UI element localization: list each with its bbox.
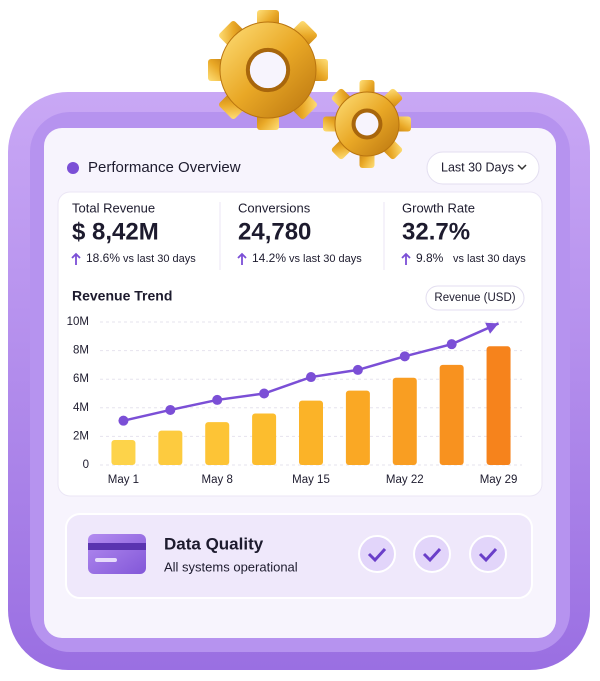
bar — [299, 400, 323, 465]
y-tick-label: 10M — [67, 316, 89, 328]
kpi-change: 18.6% — [86, 251, 120, 265]
card-stripe — [88, 543, 146, 550]
card-line — [95, 558, 117, 562]
gears-icon — [208, 10, 411, 168]
status-title: Data Quality — [164, 534, 264, 553]
kpi-change: 9.8% — [416, 251, 444, 265]
trend-point — [165, 404, 176, 415]
y-tick-label: 0 — [83, 459, 89, 471]
trend-point — [399, 351, 410, 362]
trend-point — [352, 364, 363, 375]
legend-label[interactable]: Revenue (USD) — [434, 292, 515, 304]
x-tick-label: May 8 — [202, 474, 233, 486]
card — [57, 191, 543, 497]
bar — [486, 346, 511, 465]
chart-title: Revenue Trend — [72, 288, 172, 304]
range-label[interactable]: Last 30 Days — [441, 160, 514, 174]
trend-arrow — [485, 322, 499, 334]
chevron — [517, 164, 527, 171]
trend-point — [212, 394, 223, 405]
status-dot — [67, 162, 79, 174]
y-tick-label: 6M — [73, 373, 89, 385]
bar — [345, 390, 370, 465]
y-tick-label: 4M — [73, 402, 89, 414]
up-arrow — [237, 252, 247, 265]
x-tick-label: May 15 — [292, 474, 330, 486]
kpi-change: 14.2% — [252, 251, 286, 265]
bar — [252, 413, 277, 465]
x-tick-label: May 29 — [480, 474, 518, 486]
kpi-value: 32.7% — [402, 218, 470, 245]
gear-hole — [351, 108, 383, 140]
checks — [358, 535, 507, 573]
kpi-label: Total Revenue — [72, 200, 155, 215]
kpi-note: vs last 30 days — [289, 253, 362, 265]
legend[interactable] — [425, 285, 525, 311]
range-dropdown[interactable] — [426, 151, 540, 185]
up-arrow — [401, 252, 411, 265]
kpi-label: Growth Rate — [402, 200, 475, 215]
trend-point — [259, 388, 270, 399]
trend-point — [306, 372, 316, 383]
y-tick-label: 2M — [73, 430, 89, 442]
bar — [158, 430, 183, 465]
kpi-note: vs last 30 days — [453, 253, 526, 265]
x-tick-label: May 22 — [386, 474, 424, 486]
gear-hole — [245, 47, 291, 93]
bar — [111, 439, 136, 465]
kpi-label: Conversions — [238, 200, 311, 215]
status-card — [65, 513, 533, 599]
bar — [439, 364, 464, 465]
trend-point — [118, 415, 129, 426]
kpi-value: $ 8,42M — [72, 218, 159, 245]
card-icon — [88, 534, 146, 574]
status-subtitle: All systems operational — [164, 559, 298, 574]
kpi-note: vs last 30 days — [123, 253, 196, 265]
up-arrow — [71, 252, 81, 265]
bar — [392, 377, 417, 465]
title: Performance Overview — [88, 159, 241, 176]
bar — [205, 422, 230, 465]
kpi-value: 24,780 — [238, 218, 311, 245]
x-tick-label: May 1 — [108, 474, 139, 486]
trend-point — [446, 339, 457, 350]
y-tick-label: 8M — [73, 345, 89, 357]
